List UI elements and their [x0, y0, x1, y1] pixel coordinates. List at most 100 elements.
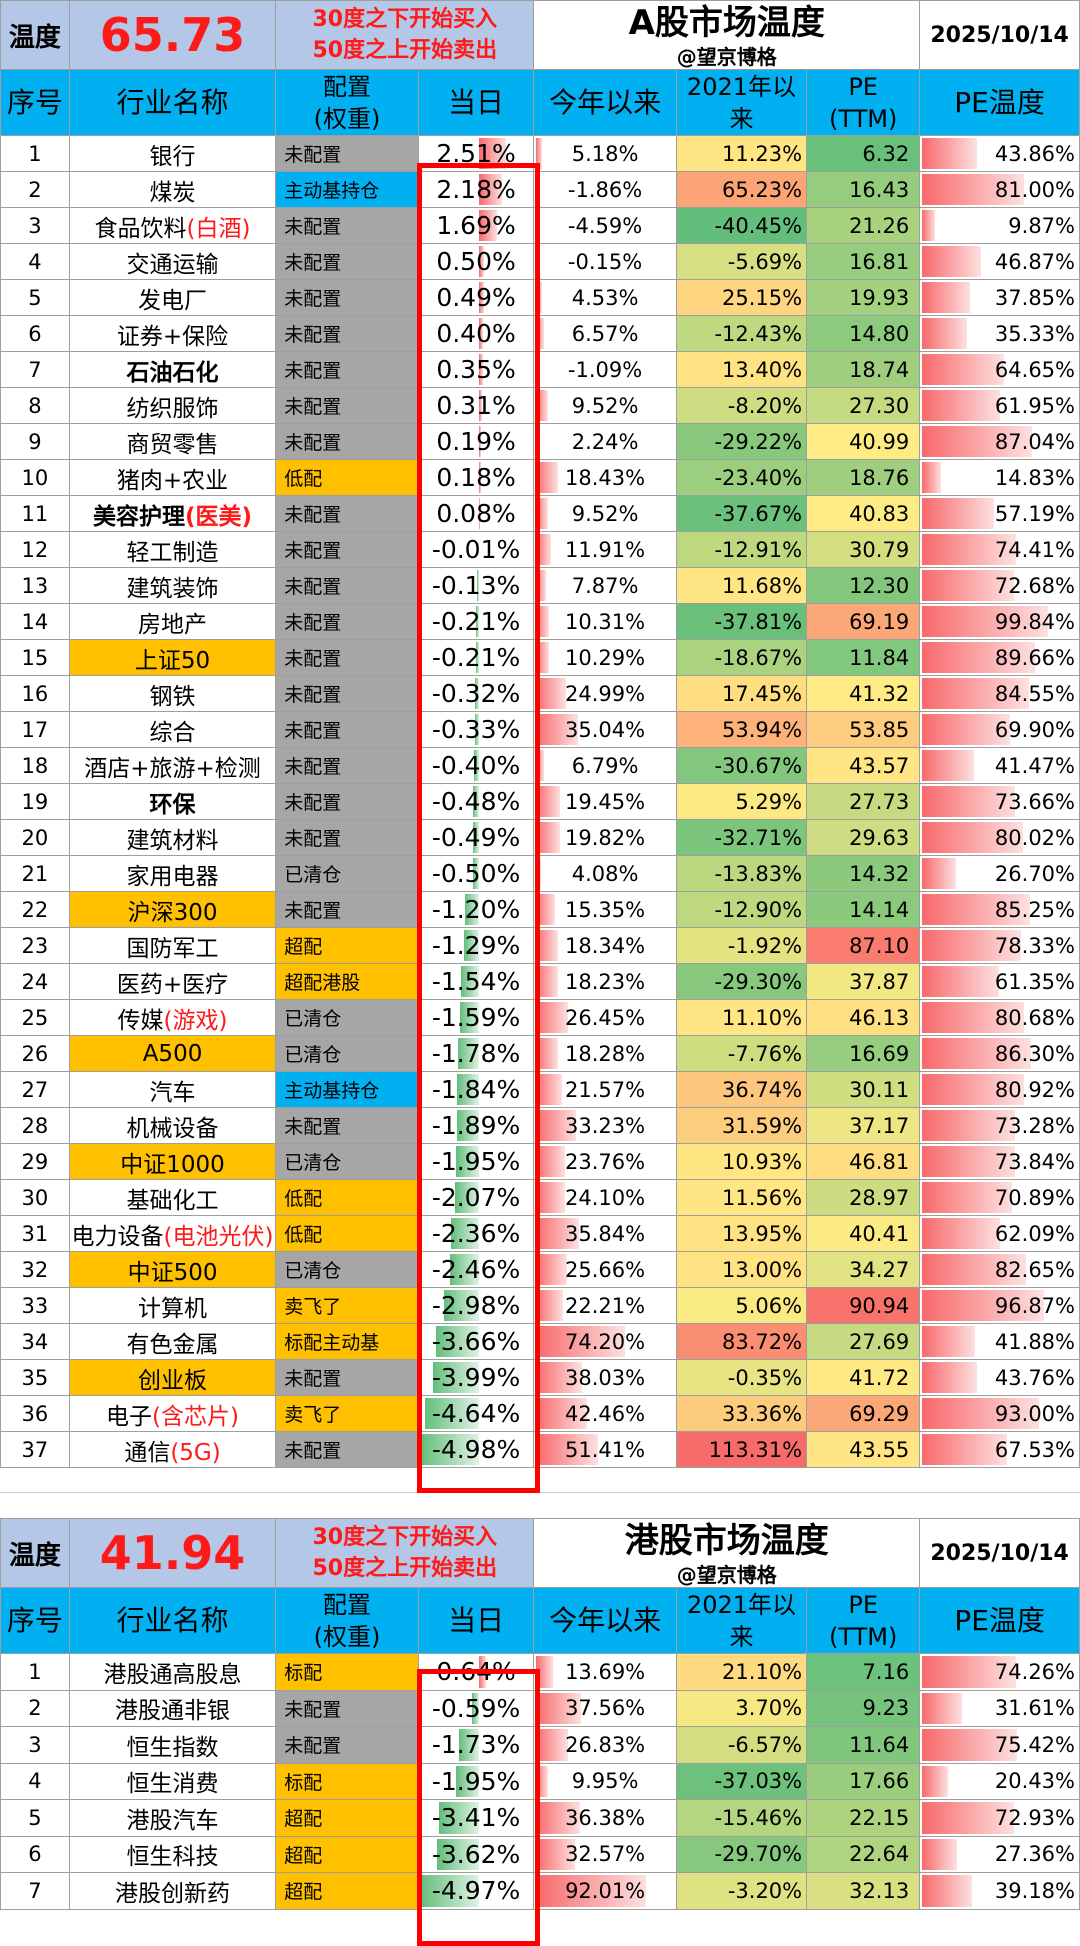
industry-cell: 国防军工 [68, 927, 277, 964]
table-row: 4 恒生消费 标配 -1.95% 9.95% -37.03% 17.66 20.43% [0, 1762, 1080, 1800]
allocation-cell: 未配置 [275, 351, 419, 388]
day-change-cell: -4.97% [417, 1872, 535, 1910]
ytd-bar [536, 138, 543, 169]
pe-temp-bar [922, 1254, 1027, 1285]
industry-name: 环保 [149, 791, 196, 818]
since2021-cell: -37.81% [675, 603, 808, 640]
ytd-bar [536, 390, 548, 421]
ytd-cell: 35.04% [533, 711, 677, 748]
row-index: 3 [0, 1726, 70, 1764]
ytd-cell: 9.52% [533, 387, 677, 424]
allocation-cell: 未配置 [275, 819, 419, 856]
pe-cell: 40.41 [806, 1215, 921, 1252]
ytd-cell: 18.28% [533, 1035, 677, 1072]
row-index: 26 [0, 1035, 70, 1072]
industry-name: 证券+保险 [116, 323, 229, 350]
pe-temp-cell: 62.09% [919, 1215, 1080, 1252]
day-bar [475, 678, 479, 709]
industry-name: 上证50 [134, 647, 211, 674]
ytd-cell: 92.01% [533, 1872, 677, 1910]
table-title: 港股市场温度 [624, 1521, 829, 1561]
table-row: 5 港股汽车 超配 -3.41% 36.38% -15.46% 22.15 72.93% [0, 1799, 1080, 1837]
ytd-bar [536, 318, 545, 349]
col-header-pe-temp: PE温度 [919, 69, 1080, 136]
table-row: 14 房地产 未配置 -0.21% 10.31% -37.81% 69.19 99.84% [0, 603, 1080, 640]
pe-cell: 11.64 [806, 1726, 921, 1764]
industry-cell: 证券+保险 [68, 315, 277, 352]
day-change-cell: 0.49% [417, 279, 535, 316]
pe-temp-bar [922, 1218, 1001, 1249]
pe-temp-cell: 85.25% [919, 891, 1080, 928]
table-row: 18 酒店+旅游+检测 未配置 -0.40% 6.79% -30.67% 43.57 41.4… [0, 747, 1080, 784]
ytd-cell: -1.86% [533, 171, 677, 208]
day-bar [464, 894, 479, 925]
since2021-cell: -30.67% [675, 747, 808, 784]
industry-cell: 家用电器 [68, 855, 277, 892]
col-header-pe: PE (TTM) [806, 69, 921, 136]
day-change-cell: -1.29% [417, 927, 535, 964]
day-change-value: -3.62% [431, 1839, 521, 1869]
ytd-bar [536, 678, 567, 709]
table-row: 11 美容护理(医美) 未配置 0.08% 9.52% -37.67% 40.83 57.19… [0, 495, 1080, 532]
industry-name: 猪肉+农业 [116, 467, 229, 494]
ytd-cell: -0.15% [533, 243, 677, 280]
day-bar [472, 858, 479, 889]
pe-cell: 16.81 [806, 243, 921, 280]
industry-cell: 发电厂 [68, 279, 277, 316]
ytd-value: 24.10% [565, 1185, 646, 1210]
ytd-bar [536, 1146, 565, 1177]
day-change-value: -1.89% [431, 1111, 521, 1140]
ytd-cell: 25.66% [533, 1251, 677, 1288]
pe-cell: 19.93 [806, 279, 921, 316]
day-change-value: -4.98% [431, 1435, 521, 1464]
temp-label: 温度 [0, 0, 70, 70]
since2021-cell: 21.10% [675, 1653, 808, 1691]
since2021-cell: -5.69% [675, 243, 808, 280]
section-gap [0, 1492, 1080, 1519]
pe-temp-bar [922, 1838, 957, 1870]
since2021-cell: -12.43% [675, 315, 808, 352]
pe-temp-bar [922, 1656, 1016, 1688]
ytd-bar [536, 1290, 563, 1321]
pe-temp-value: 72.68% [994, 573, 1075, 598]
pe-temp-bar [922, 1875, 972, 1907]
row-index: 34 [0, 1323, 70, 1360]
pe-temp-cell: 41.47% [919, 747, 1080, 784]
pe-temp-cell: 96.87% [919, 1287, 1080, 1324]
ytd-value: 92.01% [565, 1878, 646, 1903]
table-row: 23 国防军工 超配 -1.29% 18.34% -1.92% 87.10 78.33% [0, 927, 1080, 964]
day-change-cell: -2.46% [417, 1251, 535, 1288]
pe-temp-cell: 93.00% [919, 1395, 1080, 1432]
day-bar [463, 930, 479, 961]
day-bar [451, 1218, 479, 1249]
allocation-cell: 超配港股 [275, 963, 419, 1000]
day-change-value: -0.50% [431, 859, 521, 888]
pe-temp-bar [922, 1729, 1018, 1761]
pe-temp-bar [922, 642, 1036, 673]
row-index: 7 [0, 1872, 70, 1910]
ytd-bar [536, 750, 545, 781]
since2021-cell: 25.15% [675, 279, 808, 316]
pe-cell: 22.64 [806, 1835, 921, 1873]
since2021-cell: -12.91% [675, 531, 808, 568]
ytd-cell: 9.52% [533, 495, 677, 532]
industry-cell: 沪深300 [68, 891, 277, 928]
day-change-cell: -1.84% [417, 1071, 535, 1108]
table-row: 4 交通运输 未配置 0.50% -0.15% -5.69% 16.81 46.87% [0, 243, 1080, 280]
ytd-cell: 26.83% [533, 1726, 677, 1764]
day-bar [436, 1838, 479, 1870]
industry-cell: 计算机 [68, 1287, 277, 1324]
pe-temp-bar [922, 930, 1021, 961]
col-header-idx: 序号 [0, 1587, 70, 1654]
table-author: @望京博格 [676, 1563, 777, 1587]
pe-temp-value: 96.87% [994, 1293, 1075, 1318]
day-change-value: 0.50% [436, 247, 516, 276]
day-change-cell: -3.62% [417, 1835, 535, 1873]
ytd-bar [536, 534, 551, 565]
industry-name: 食品饮料 [94, 215, 187, 242]
industry-name: 通信 [124, 1439, 171, 1466]
pe-temp-cell: 69.90% [919, 711, 1080, 748]
ytd-value: 9.95% [571, 1769, 639, 1794]
day-change-cell: -0.50% [417, 855, 535, 892]
industry-name: 计算机 [138, 1295, 208, 1322]
